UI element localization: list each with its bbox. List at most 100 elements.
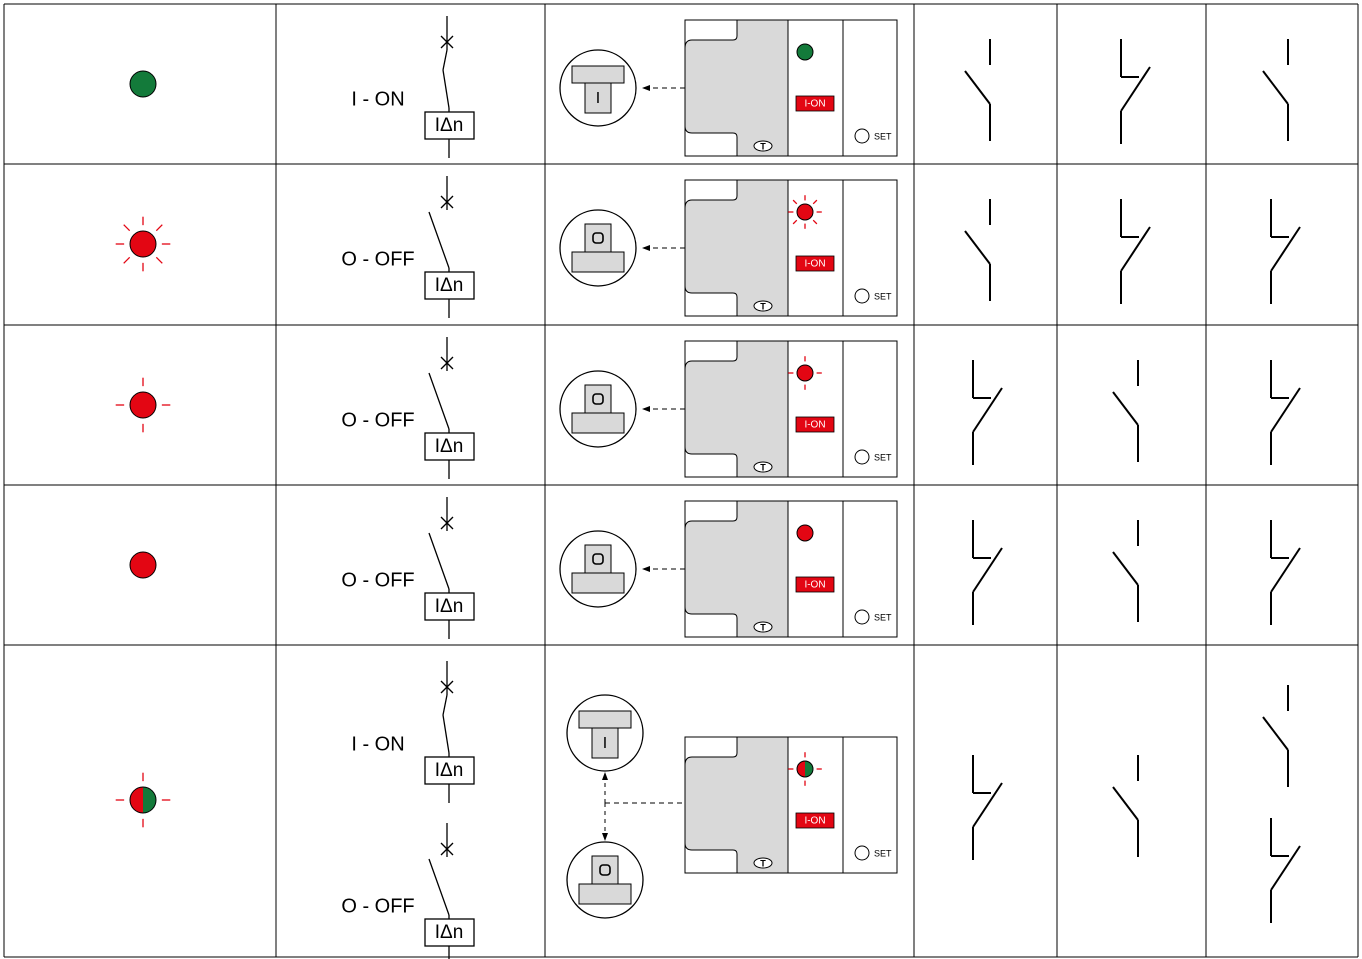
led (129, 230, 157, 258)
line (428, 372, 450, 430)
knob (584, 544, 612, 574)
knob-label: I (596, 90, 600, 107)
knob-mark (592, 232, 604, 244)
test-button (753, 140, 773, 152)
on-button-label: I-ON (804, 99, 825, 110)
on-button-label: I-ON (804, 420, 825, 431)
coil-label: IΔn (435, 922, 464, 943)
on-button (795, 812, 835, 829)
test-button (753, 300, 773, 312)
line (792, 219, 798, 225)
set-label: SET (874, 848, 892, 858)
set-label: SET (874, 612, 892, 622)
knob (571, 65, 625, 84)
set-button (854, 609, 870, 625)
line (1262, 70, 1289, 105)
led (129, 786, 157, 814)
line (964, 70, 991, 105)
line (440, 516, 454, 530)
line (1270, 547, 1301, 593)
panel-body (684, 736, 789, 874)
on-button (795, 576, 835, 593)
panel-body (684, 340, 789, 478)
test-label: T (760, 858, 766, 868)
led-green (143, 787, 156, 813)
on-button (795, 416, 835, 433)
line (442, 694, 448, 716)
panel-body (684, 179, 789, 317)
line (428, 532, 450, 590)
line (972, 782, 1003, 828)
state-label: I - ON (351, 733, 404, 755)
line (123, 224, 131, 232)
test-label: T (760, 301, 766, 311)
knob (578, 883, 632, 905)
knob-mark (592, 393, 604, 405)
line (440, 35, 454, 49)
line (964, 230, 991, 265)
line (440, 680, 454, 694)
coil-box (424, 918, 475, 947)
test-label: T (760, 141, 766, 151)
test-button (753, 621, 773, 633)
line (812, 219, 818, 225)
led (796, 203, 814, 221)
test-label: T (760, 622, 766, 632)
state-label: O - OFF (341, 409, 414, 431)
line (1120, 66, 1151, 112)
on-button (795, 95, 835, 112)
knob (584, 82, 612, 114)
state-label: O - OFF (341, 248, 414, 270)
led (129, 70, 157, 98)
knob (591, 727, 619, 759)
coil-box (424, 756, 475, 785)
panel-body (684, 19, 789, 157)
line (442, 714, 450, 754)
line (428, 211, 450, 269)
on-button (795, 255, 835, 272)
line (442, 49, 448, 71)
knob (591, 855, 619, 885)
state-label: O - OFF (341, 569, 414, 591)
line (972, 547, 1003, 593)
led-red (797, 761, 805, 777)
knob (584, 223, 612, 253)
coil-label: IΔn (435, 596, 464, 617)
set-label: SET (874, 291, 892, 301)
knob (578, 710, 632, 729)
line (440, 842, 454, 856)
set-button (854, 449, 870, 465)
knob (571, 412, 625, 434)
knob (571, 251, 625, 273)
coil-box (424, 592, 475, 621)
line (1120, 226, 1151, 272)
line (812, 199, 818, 205)
on-button-label: I-ON (804, 816, 825, 827)
coil-box (424, 432, 475, 461)
test-label: T (760, 462, 766, 472)
coil-label: IΔn (435, 760, 464, 781)
led (129, 551, 157, 579)
line (440, 195, 454, 209)
line (428, 858, 450, 916)
panel-body (684, 500, 789, 638)
led-red (130, 787, 143, 813)
line (1112, 551, 1139, 586)
led (129, 391, 157, 419)
led (796, 43, 814, 61)
line (1112, 786, 1139, 821)
line (972, 387, 1003, 433)
coil-box (424, 271, 475, 300)
led (796, 760, 814, 778)
line (1270, 845, 1301, 891)
knob-mark (592, 553, 604, 565)
set-label: SET (874, 452, 892, 462)
set-button (854, 845, 870, 861)
line (1112, 391, 1139, 426)
led (796, 524, 814, 542)
coil-label: IΔn (435, 115, 464, 136)
line (1262, 716, 1289, 751)
on-button-label: I-ON (804, 259, 825, 270)
state-label: I - ON (351, 88, 404, 110)
line (155, 224, 163, 232)
